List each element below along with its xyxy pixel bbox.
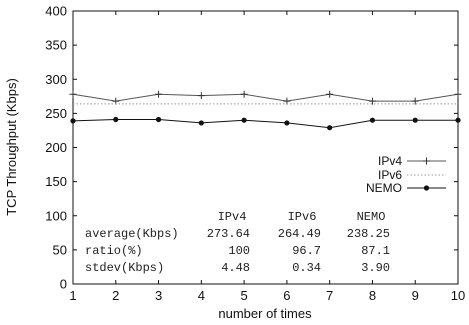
- x-tick-label: 7: [326, 288, 333, 303]
- data-point-nemo: [412, 117, 418, 123]
- data-point-ipv4: [368, 97, 376, 105]
- data-point-ipv4: [69, 90, 77, 98]
- x-tick-label: 2: [112, 288, 119, 303]
- data-point-nemo: [327, 125, 333, 131]
- data-point-ipv4: [411, 97, 419, 105]
- legend-label-nemo: NEMO: [366, 181, 402, 195]
- series-line-nemo: [72, 119, 458, 129]
- legend-label-ipv4: IPv4: [378, 154, 402, 168]
- legend-label-ipv6: IPv6: [378, 168, 402, 182]
- y-tick-label: 400: [45, 4, 67, 19]
- stats-value-ratio-ipv6: 96.7: [292, 244, 321, 258]
- data-point-nemo: [155, 116, 162, 123]
- legend-marker-nemo: [423, 185, 430, 191]
- stats-value-stdev-ipv6: 0.34: [292, 261, 321, 275]
- x-tick-label: 8: [369, 288, 376, 303]
- data-point-nemo: [70, 118, 76, 124]
- data-point-ipv4: [197, 92, 205, 100]
- x-tick-label: 10: [451, 288, 465, 303]
- y-tick-label: 250: [45, 106, 67, 121]
- stats-value-average-nemo: 238.25: [347, 227, 390, 241]
- y-tick-label: 150: [45, 174, 67, 189]
- y-tick-label: 300: [45, 72, 67, 87]
- data-point-ipv4: [454, 90, 462, 98]
- stats-col-ipv6: IPv6: [288, 210, 317, 224]
- x-tick-label: 4: [198, 288, 205, 303]
- series-layer: [69, 90, 462, 131]
- data-point-ipv4: [326, 90, 334, 98]
- data-point-nemo: [369, 117, 376, 123]
- stats-value-stdev-ipv4: 4.48: [221, 261, 250, 275]
- stats-value-average-ipv4: 273.64: [207, 227, 250, 241]
- x-tick-label: 9: [412, 288, 419, 303]
- data-point-nemo: [198, 120, 204, 126]
- series-line-ipv4: [72, 93, 459, 102]
- x-tick-label: 6: [283, 288, 290, 303]
- x-tick-label: 5: [240, 288, 247, 303]
- stats-row-label-stdev: stdev(Kbps): [85, 261, 164, 275]
- data-point-ipv4: [155, 90, 163, 98]
- y-axis-ticks: 0 50 100 150 200 250 300 350 400: [45, 4, 458, 292]
- data-point-nemo: [455, 117, 461, 123]
- y-tick-label: 100: [45, 208, 67, 223]
- x-tick-label: 1: [69, 288, 76, 303]
- data-point-ipv4: [240, 90, 248, 98]
- y-tick-label: 350: [45, 38, 67, 53]
- data-point-nemo: [113, 116, 119, 123]
- stats-col-nemo: NEMO: [357, 210, 386, 224]
- y-axis-label: TCP Throughput (Kbps): [4, 78, 19, 216]
- stats-row-label-average: average(Kbps): [85, 227, 179, 241]
- legend: IPv4 IPv6 NEMO: [366, 154, 446, 195]
- y-tick-label: 50: [53, 242, 67, 257]
- stats-value-ratio-nemo: 87.1: [361, 244, 390, 258]
- stats-row-label-ratio: ratio(%): [85, 244, 143, 258]
- data-point-nemo: [241, 117, 247, 123]
- stats-table: IPv4 IPv6 NEMO average(Kbps) 273.64 264.…: [85, 210, 390, 275]
- x-tick-label: 3: [155, 288, 162, 303]
- x-axis-ticks: 1 2 3 4 5 6 7 8 9 10: [69, 11, 465, 303]
- legend-marker-ipv4: [423, 157, 430, 165]
- stats-col-ipv4: IPv4: [218, 210, 247, 224]
- data-point-nemo: [284, 120, 290, 126]
- x-axis-label: number of times: [218, 306, 312, 321]
- y-tick-label: 200: [45, 140, 67, 155]
- stats-value-ratio-ipv4: 100: [228, 244, 250, 258]
- stats-value-stdev-nemo: 3.90: [361, 261, 390, 275]
- stats-value-average-ipv6: 264.49: [278, 227, 321, 241]
- y-tick-label: 0: [60, 277, 67, 292]
